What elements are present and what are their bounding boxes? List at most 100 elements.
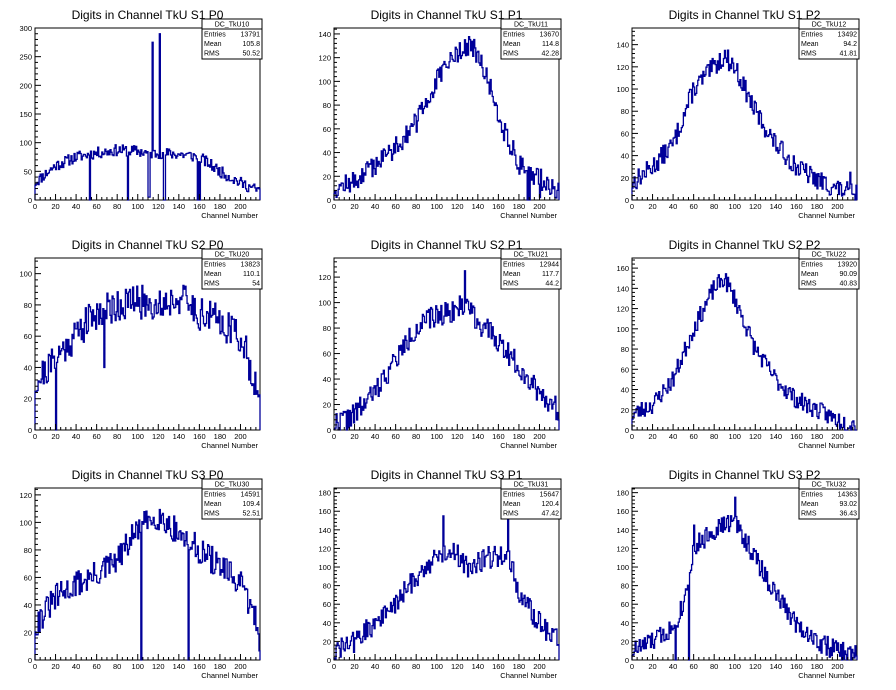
- x-tick-label: 120: [749, 202, 762, 211]
- stats-label: Mean: [503, 271, 521, 278]
- y-tick-label: 120: [318, 544, 331, 553]
- x-tick-label: 20: [648, 432, 656, 441]
- x-axis-label: Channel Number: [201, 441, 258, 450]
- x-tick-label: 180: [513, 432, 526, 441]
- stats-label: Mean: [801, 271, 819, 278]
- x-tick-label: 100: [728, 662, 741, 671]
- x-tick-label: 60: [689, 432, 697, 441]
- x-tick-label: 100: [430, 202, 443, 211]
- x-tick-label: 200: [234, 662, 247, 671]
- x-tick-label: 180: [811, 662, 824, 671]
- stats-label: RMS: [801, 511, 817, 518]
- chart-title: Digits in Channel TkU S3 P0: [72, 468, 224, 482]
- stats-value: 114.8: [542, 41, 559, 48]
- histogram-line: [34, 33, 261, 201]
- stats-box-name: DC_TkU11: [514, 22, 548, 29]
- x-tick-label: 120: [152, 432, 165, 441]
- x-tick-label: 60: [689, 662, 697, 671]
- stats-box-name: DC_TkU31: [514, 482, 549, 489]
- x-tick-label: 200: [533, 662, 546, 671]
- x-tick-label: 20: [51, 662, 59, 671]
- chart-title: Digits in Channel TkU S2 P2: [669, 238, 821, 252]
- x-tick-label: 40: [72, 432, 80, 441]
- y-tick-label: 40: [621, 152, 629, 161]
- x-tick-label: 160: [193, 202, 206, 211]
- histogram-panel-6: Digits in Channel TkU S2 P2 0 20 40 60 80 100 1…: [616, 238, 860, 450]
- histogram-line: [631, 49, 858, 201]
- x-tick-label: 0: [332, 662, 336, 671]
- stats-box-name: DC_TkU10: [215, 22, 250, 29]
- x-tick-label: 100: [430, 432, 443, 441]
- x-tick-label: 60: [391, 202, 399, 211]
- x-tick-label: 160: [790, 662, 803, 671]
- stats-value: 13791: [241, 32, 261, 39]
- x-tick-label: 120: [152, 662, 165, 671]
- x-tick-label: 80: [710, 202, 718, 211]
- stats-label: Entries: [503, 262, 525, 269]
- stats-box-frame: [798, 478, 860, 520]
- stats-label: Entries: [204, 32, 226, 39]
- x-tick-label: 80: [412, 662, 420, 671]
- histogram-panel-5: Digits in Channel TkU S2 P1 0 20 40 60 80 100 1…: [318, 238, 562, 450]
- stats-label: Entries: [204, 492, 226, 499]
- x-axis-label: Channel Number: [500, 671, 557, 680]
- stats-value: 12944: [540, 262, 560, 269]
- x-axis-label: Channel Number: [201, 671, 258, 680]
- stats-box: DC_TkU30 Entries 14591 Mean 109.4 RMS 52.51: [201, 478, 263, 520]
- x-tick-label: 100: [131, 662, 144, 671]
- y-tick-label: 20: [24, 628, 32, 637]
- x-tick-label: 160: [790, 432, 803, 441]
- y-tick-label: 140: [616, 41, 629, 50]
- stats-box-name: DC_TkU21: [514, 252, 549, 259]
- plot-frame: [333, 257, 560, 431]
- chart-title: Digits in Channel TkU S3 P1: [371, 468, 523, 482]
- x-tick-label: 0: [33, 202, 37, 211]
- y-tick-label: 100: [318, 77, 331, 86]
- x-tick-label: 40: [669, 202, 677, 211]
- x-tick-label: 80: [113, 662, 121, 671]
- y-tick-label: 20: [323, 637, 331, 646]
- x-tick-label: 60: [92, 432, 100, 441]
- y-tick-label: 120: [318, 54, 331, 63]
- stats-label: RMS: [503, 51, 519, 58]
- stats-box: DC_TkU10 Entries 13791 Mean 105.8 RMS 50.52: [201, 18, 263, 60]
- stats-label: RMS: [503, 281, 519, 288]
- x-tick-label: 140: [770, 202, 783, 211]
- y-tick-label: 100: [19, 139, 32, 148]
- histogram-panel-4: Digits in Channel TkU S2 P0 0 20 40 60 80 100 1…: [19, 238, 263, 450]
- x-tick-label: 60: [391, 662, 399, 671]
- stats-value: 105.8: [242, 41, 260, 48]
- x-tick-label: 200: [533, 202, 546, 211]
- stats-box-name: DC_TkU20: [215, 252, 250, 259]
- x-axis-label: Channel Number: [798, 441, 855, 450]
- x-tick-label: 0: [630, 662, 634, 671]
- x-tick-label: 60: [391, 432, 399, 441]
- stats-label: Entries: [801, 262, 823, 269]
- x-tick-label: 20: [350, 662, 358, 671]
- y-tick-label: 250: [19, 53, 32, 62]
- x-tick-label: 40: [72, 202, 80, 211]
- y-tick-label: 120: [616, 305, 629, 314]
- x-axis-label: Channel Number: [201, 211, 258, 220]
- stats-value: 14363: [838, 492, 858, 499]
- x-tick-label: 80: [710, 662, 718, 671]
- stats-value: 50.52: [242, 51, 260, 58]
- histogram-panel-8: Digits in Channel TkU S3 P1 0 20 40 60 80 100 1…: [318, 468, 562, 680]
- x-tick-label: 180: [214, 662, 227, 671]
- y-tick-label: 20: [621, 174, 629, 183]
- x-tick-label: 160: [193, 432, 206, 441]
- x-tick-label: 160: [492, 432, 505, 441]
- histogram-panel-7: Digits in Channel TkU S3 P0 0 20 40 60 80 100 1…: [19, 468, 263, 680]
- x-tick-label: 120: [749, 662, 762, 671]
- x-tick-label: 80: [412, 432, 420, 441]
- histogram-line: [34, 508, 261, 661]
- y-tick-label: 20: [24, 395, 32, 404]
- x-axis-label: Channel Number: [500, 441, 557, 450]
- stats-label: Entries: [801, 492, 823, 499]
- x-tick-label: 20: [51, 202, 59, 211]
- x-tick-label: 40: [371, 202, 379, 211]
- y-tick-label: 140: [616, 526, 629, 535]
- y-tick-label: 80: [24, 546, 32, 555]
- y-tick-label: 0: [625, 656, 629, 665]
